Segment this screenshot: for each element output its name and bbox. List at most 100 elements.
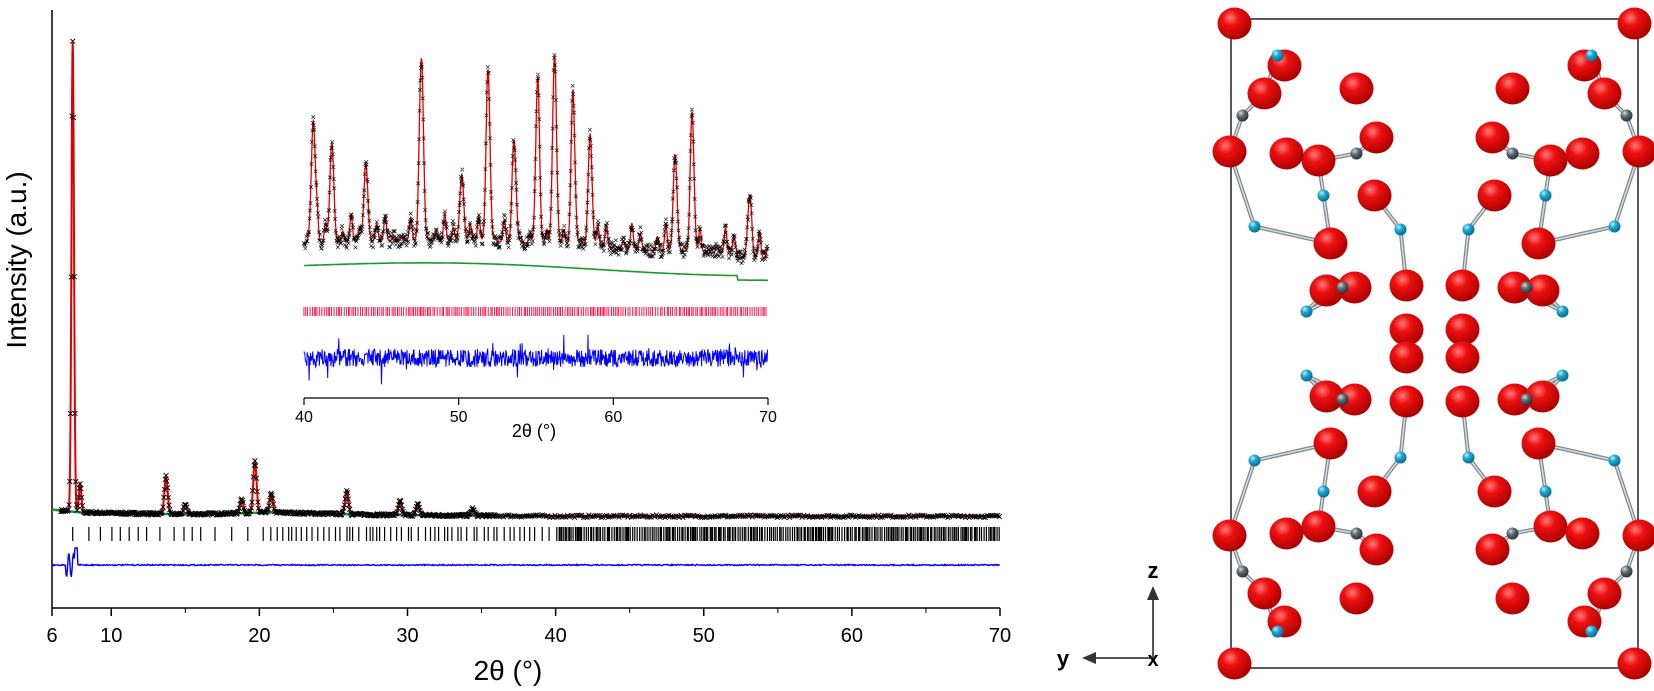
cation-atom-grey — [1336, 393, 1349, 406]
cation-atom-blue — [1585, 625, 1598, 638]
inset-x-tick-label: 40 — [295, 409, 313, 426]
z-axis-label: z — [1148, 558, 1159, 583]
oxygen-atom — [1301, 144, 1336, 177]
unit-cell-frame — [1230, 18, 1639, 669]
oxygen-atom — [1495, 582, 1530, 615]
oxygen-atom — [1217, 7, 1252, 40]
oxygen-atom — [1217, 647, 1252, 680]
cation-atom-blue — [1462, 223, 1475, 236]
cation-atom-blue — [1300, 369, 1313, 382]
oxygen-atom — [1337, 383, 1372, 416]
oxygen-atom — [1337, 271, 1372, 304]
oxygen-atom — [1622, 135, 1654, 168]
oxygen-atom — [1301, 510, 1336, 543]
cation-atom-blue — [1556, 305, 1569, 318]
main-x-tick-label: 30 — [396, 625, 418, 647]
oxygen-atom — [1313, 227, 1348, 260]
oxygen-atom — [1357, 475, 1392, 508]
oxygen-atom — [1389, 269, 1424, 302]
cation-atom-grey — [1506, 527, 1519, 540]
oxygen-atom — [1339, 72, 1374, 105]
cation-atom-blue — [1317, 189, 1330, 202]
main-x-tick-label: 70 — [989, 625, 1011, 647]
oxygen-atom — [1313, 427, 1348, 460]
oxygen-atom — [1497, 383, 1532, 416]
oxygen-atom — [1389, 341, 1424, 374]
inset-difference-series — [303, 334, 768, 385]
inset-background-series — [303, 262, 768, 282]
bragg-ticks — [72, 527, 1000, 541]
oxygen-atom — [1445, 313, 1480, 346]
inset-difference-line — [303, 334, 768, 385]
main-y-axis-label: Intensity (a.u.) — [1, 171, 32, 348]
main-axes — [51, 10, 1000, 609]
main-x-tick-labels: 6 10 20 30 40 50 60 70 — [46, 625, 1011, 647]
cation-atoms — [1236, 49, 1633, 638]
cation-atom-grey — [1620, 565, 1633, 578]
oxygen-atom — [1533, 510, 1568, 543]
cation-atom-blue — [1539, 189, 1552, 202]
inset-calculated-line — [304, 55, 769, 259]
oxygen-atom — [1521, 427, 1556, 460]
inset-x-tick-label: 50 — [450, 409, 468, 426]
main-x-ticks — [51, 608, 1001, 616]
oxygen-atom — [1309, 380, 1344, 413]
cation-atom-blue — [1394, 451, 1407, 464]
cation-atom-blue — [1585, 49, 1598, 62]
main-chart: 6 10 20 30 40 50 60 70 2θ (°) Intensity (a.u.) — [1, 10, 1011, 686]
inset-x-ticks — [303, 398, 769, 405]
oxygen-atom — [1339, 582, 1374, 615]
oxygen-atom — [1445, 269, 1480, 302]
inset-bragg-tick-series — [303, 307, 767, 316]
calculated-series — [59, 41, 1000, 518]
cation-atom-grey — [1520, 393, 1533, 406]
cation-atom-grey — [1520, 281, 1533, 294]
oxygen-atom — [1533, 144, 1568, 177]
inset-x-axis-label: 2θ (°) — [512, 421, 556, 441]
oxygen-atom — [1389, 385, 1424, 418]
oxygen-atom — [1212, 135, 1247, 168]
inset-chart: 40 50 60 70 2θ (°) — [295, 52, 777, 441]
cation-atom-blue — [1608, 454, 1621, 467]
cation-atom-blue — [1248, 454, 1261, 467]
cation-atom-blue — [1539, 485, 1552, 498]
cation-atom-blue — [1248, 220, 1261, 233]
oxygen-atom — [1565, 517, 1600, 550]
main-x-tick-label: 40 — [545, 625, 567, 647]
oxygen-atom — [1495, 72, 1530, 105]
main-x-tick-label: 6 — [46, 625, 57, 647]
oxygen-atom — [1445, 385, 1480, 418]
oxygen-atom — [1445, 341, 1480, 374]
main-x-tick-label: 10 — [100, 625, 122, 647]
oxygen-atom — [1477, 179, 1512, 212]
oxygen-atom — [1475, 533, 1510, 566]
inset-calculated-series — [304, 55, 769, 259]
cation-atom-blue — [1300, 305, 1313, 318]
difference-series — [51, 547, 1000, 578]
cation-atom-grey — [1620, 109, 1633, 122]
cation-atom-blue — [1462, 451, 1475, 464]
oxygen-atom — [1359, 121, 1394, 154]
oxygen-atom — [1587, 577, 1622, 610]
observed-series — [58, 38, 1003, 521]
oxygen-atom — [1617, 7, 1652, 40]
observed-markers — [58, 38, 1003, 521]
main-x-tick-label: 20 — [248, 625, 270, 647]
cation-atom-grey — [1236, 109, 1249, 122]
main-x-axis-label: 2θ (°) — [474, 655, 543, 686]
inset-x-tick-label: 70 — [759, 409, 777, 426]
oxygen-atom — [1212, 519, 1247, 552]
oxygen-atom — [1525, 380, 1560, 413]
cation-atom-blue — [1271, 625, 1284, 638]
oxygen-atom — [1309, 274, 1344, 307]
inset-bragg-ticks — [303, 307, 767, 316]
oxygen-atom — [1269, 517, 1304, 550]
cation-atom-blue — [1556, 369, 1569, 382]
oxygen-atom — [1269, 137, 1304, 170]
inset-observed-series — [301, 52, 770, 266]
cation-atom-blue — [1394, 223, 1407, 236]
oxygen-atoms — [1212, 7, 1654, 680]
cation-atom-grey — [1506, 147, 1519, 160]
oxygen-atom — [1359, 533, 1394, 566]
